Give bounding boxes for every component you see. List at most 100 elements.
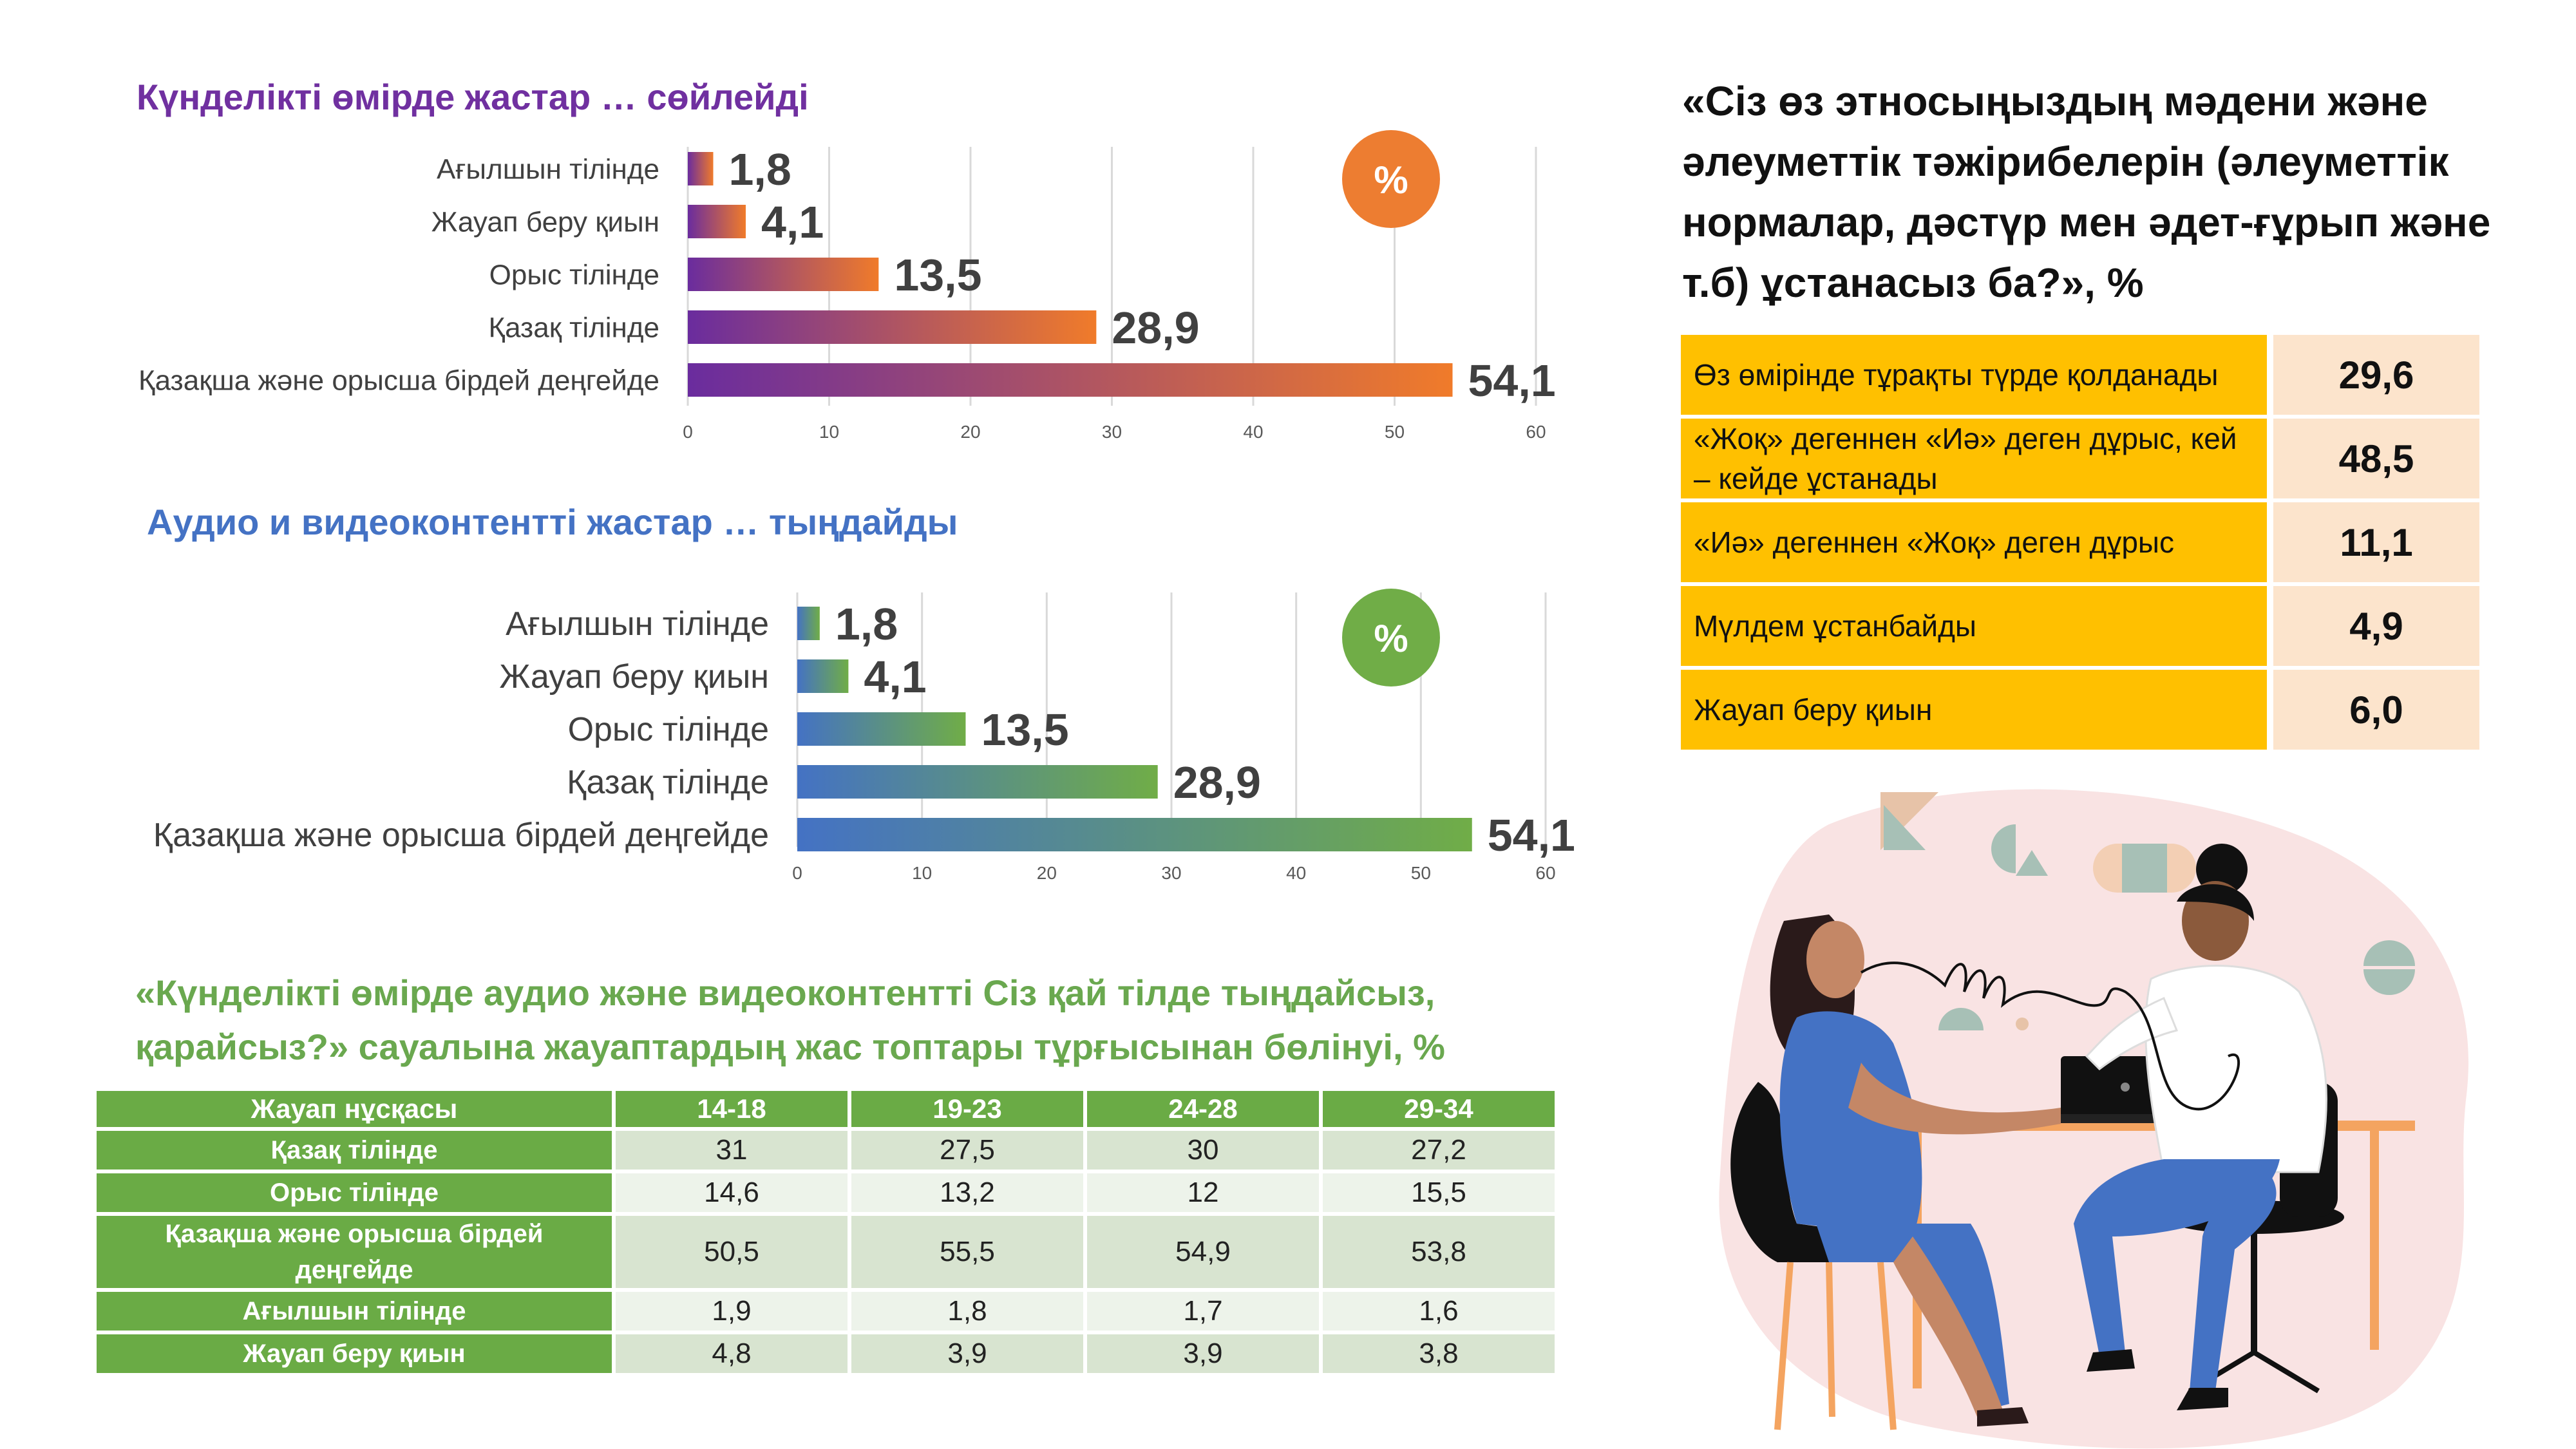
response-table: Өз өмірінде тұрақты түрде қолданады 29,6 «… xyxy=(1681,331,2479,753)
table-cell: 14,6 xyxy=(616,1173,848,1212)
value-label: 13,5 xyxy=(981,705,1068,755)
response-value: 11,1 xyxy=(2267,502,2479,582)
table-row: Орыс тілінде 14,6 13,2 12 15,5 xyxy=(97,1173,1555,1212)
table-cell: 50,5 xyxy=(616,1216,848,1288)
table-header-cell: 14-18 xyxy=(616,1091,848,1127)
percent-badge xyxy=(1342,130,1440,228)
table-header-cell: 29-34 xyxy=(1323,1091,1555,1127)
percent-badge-label: % xyxy=(1374,617,1408,660)
table-cell: 13,2 xyxy=(851,1173,1083,1212)
category-label: Ағылшын тілінде xyxy=(506,605,769,643)
x-tick-label: 0 xyxy=(792,863,802,883)
response-value: 48,5 xyxy=(2267,419,2479,498)
string-doodle-icon xyxy=(1860,961,2240,1111)
category-label: Жауап беру қиын xyxy=(431,206,659,238)
response-row: «Иә» дегеннен «Жоқ» деген дұрыс 11,1 xyxy=(1681,502,2479,582)
category-label: Қазақ тілінде xyxy=(488,312,659,343)
bar xyxy=(688,363,1453,397)
table-header-cell: Жауап нұсқасы xyxy=(97,1091,612,1127)
x-tick-label: 30 xyxy=(1161,863,1181,883)
value-label: 54,1 xyxy=(1488,810,1575,860)
value-label: 4,1 xyxy=(761,197,824,247)
table-cell: 31 xyxy=(616,1131,848,1170)
category-label: Орыс тілінде xyxy=(489,259,659,290)
bar xyxy=(688,258,879,291)
x-tick-label: 50 xyxy=(1411,863,1431,883)
table-header-cell: 24-28 xyxy=(1087,1091,1319,1127)
left-woman-icon xyxy=(1770,914,2061,1426)
bar xyxy=(688,310,1097,344)
table-row: Қазақ тілінде 31 27,5 30 27,2 xyxy=(97,1131,1555,1170)
x-tick-label: 0 xyxy=(683,422,693,442)
category-label: Ағылшын тілінде xyxy=(437,153,659,185)
table-row: Жауап беру қиын 4,8 3,9 3,9 3,8 xyxy=(97,1334,1555,1373)
table-cell: 1,9 xyxy=(616,1292,848,1331)
response-row: «Жоқ» дегеннен «Иә» деген дұрыс, кей – к… xyxy=(1681,419,2479,498)
right-woman-icon xyxy=(2074,844,2327,1410)
x-tick-label: 10 xyxy=(912,863,932,883)
table-cell: 12 xyxy=(1087,1173,1319,1212)
right-panel-title: «Сіз өз этносыңыздың мәдени және әлеумет… xyxy=(1682,78,2491,306)
row-label: Қазақ тілінде xyxy=(97,1131,612,1170)
x-tick-label: 60 xyxy=(1535,863,1555,883)
x-tick-label: 60 xyxy=(1526,422,1546,442)
percent-badge xyxy=(1342,589,1440,687)
x-tick-label: 10 xyxy=(819,422,839,442)
table-cell: 3,9 xyxy=(1087,1334,1319,1373)
response-row: Жауап беру қиын 6,0 xyxy=(1681,670,2479,750)
response-label: Мүлдем ұстанбайды xyxy=(1681,586,2267,666)
response-label: «Иә» дегеннен «Жоқ» деген дұрыс xyxy=(1681,502,2267,582)
bar xyxy=(688,205,746,238)
bar xyxy=(688,152,714,185)
value-label: 1,8 xyxy=(729,144,791,194)
x-tick-label: 50 xyxy=(1385,422,1405,442)
table-cell: 30 xyxy=(1087,1131,1319,1170)
response-value: 29,6 xyxy=(2267,335,2479,415)
table-cell: 4,8 xyxy=(616,1334,848,1373)
table-cell: 53,8 xyxy=(1323,1216,1555,1288)
decor-shapes-icon xyxy=(1880,792,2415,1030)
value-label: 28,9 xyxy=(1173,757,1261,808)
value-label: 4,1 xyxy=(864,652,926,702)
bar xyxy=(797,818,1472,851)
response-value: 6,0 xyxy=(2267,670,2479,750)
row-label: Орыс тілінде xyxy=(97,1173,612,1212)
table-cell: 3,8 xyxy=(1323,1334,1555,1373)
x-tick-label: 30 xyxy=(1102,422,1122,442)
category-label: Жауап беру қиын xyxy=(499,658,769,696)
x-tick-label: 40 xyxy=(1286,863,1306,883)
row-label: Қазақша және орысша бірдей деңгейде xyxy=(97,1216,612,1288)
bar xyxy=(797,712,966,746)
response-row: Өз өмірінде тұрақты түрде қолданады 29,6 xyxy=(1681,335,2479,415)
table-cell: 1,6 xyxy=(1323,1292,1555,1331)
category-label: Орыс тілінде xyxy=(568,711,769,748)
chart2-title: Аудио и видеоконтентті жастар … тыңдайды xyxy=(147,502,958,542)
bar xyxy=(797,659,849,693)
table-cell: 3,9 xyxy=(851,1334,1083,1373)
chart1-svg: 0 10 20 30 40 50 60 Ағылшын тілінде 1,8 Жауап бер… xyxy=(138,130,1556,442)
left-chair-icon xyxy=(1730,1082,1906,1430)
bar xyxy=(797,765,1158,799)
value-label: 54,1 xyxy=(1468,355,1555,406)
table-cell: 27,2 xyxy=(1323,1131,1555,1170)
response-label: Жауап беру қиын xyxy=(1681,670,2267,750)
table-cell: 55,5 xyxy=(851,1216,1083,1288)
x-tick-label: 20 xyxy=(960,422,980,442)
table-row: Ағылшын тілінде 1,9 1,8 1,7 1,6 xyxy=(97,1292,1555,1331)
response-label: Өз өмірінде тұрақты түрде қолданады xyxy=(1681,335,2267,415)
table-header-cell: 19-23 xyxy=(851,1091,1083,1127)
table-cell: 1,8 xyxy=(851,1292,1083,1331)
percent-badge-label: % xyxy=(1374,158,1408,202)
value-label: 28,9 xyxy=(1112,303,1199,353)
x-tick-label: 20 xyxy=(1037,863,1057,883)
chart2-svg: 0 10 20 30 40 50 60 Ағылшын тілінде 1,8 Жауап бер… xyxy=(153,589,1575,883)
x-tick-label: 40 xyxy=(1243,422,1263,442)
table-cell: 54,9 xyxy=(1087,1216,1319,1288)
bar xyxy=(797,607,820,640)
value-label: 1,8 xyxy=(835,599,898,649)
table-cell: 15,5 xyxy=(1323,1173,1555,1212)
meeting-illustration xyxy=(1719,789,2469,1449)
category-label: Қазақша және орысша бірдей деңгейде xyxy=(138,365,659,396)
table-cell: 27,5 xyxy=(851,1131,1083,1170)
category-label: Қазақ тілінде xyxy=(567,764,769,801)
